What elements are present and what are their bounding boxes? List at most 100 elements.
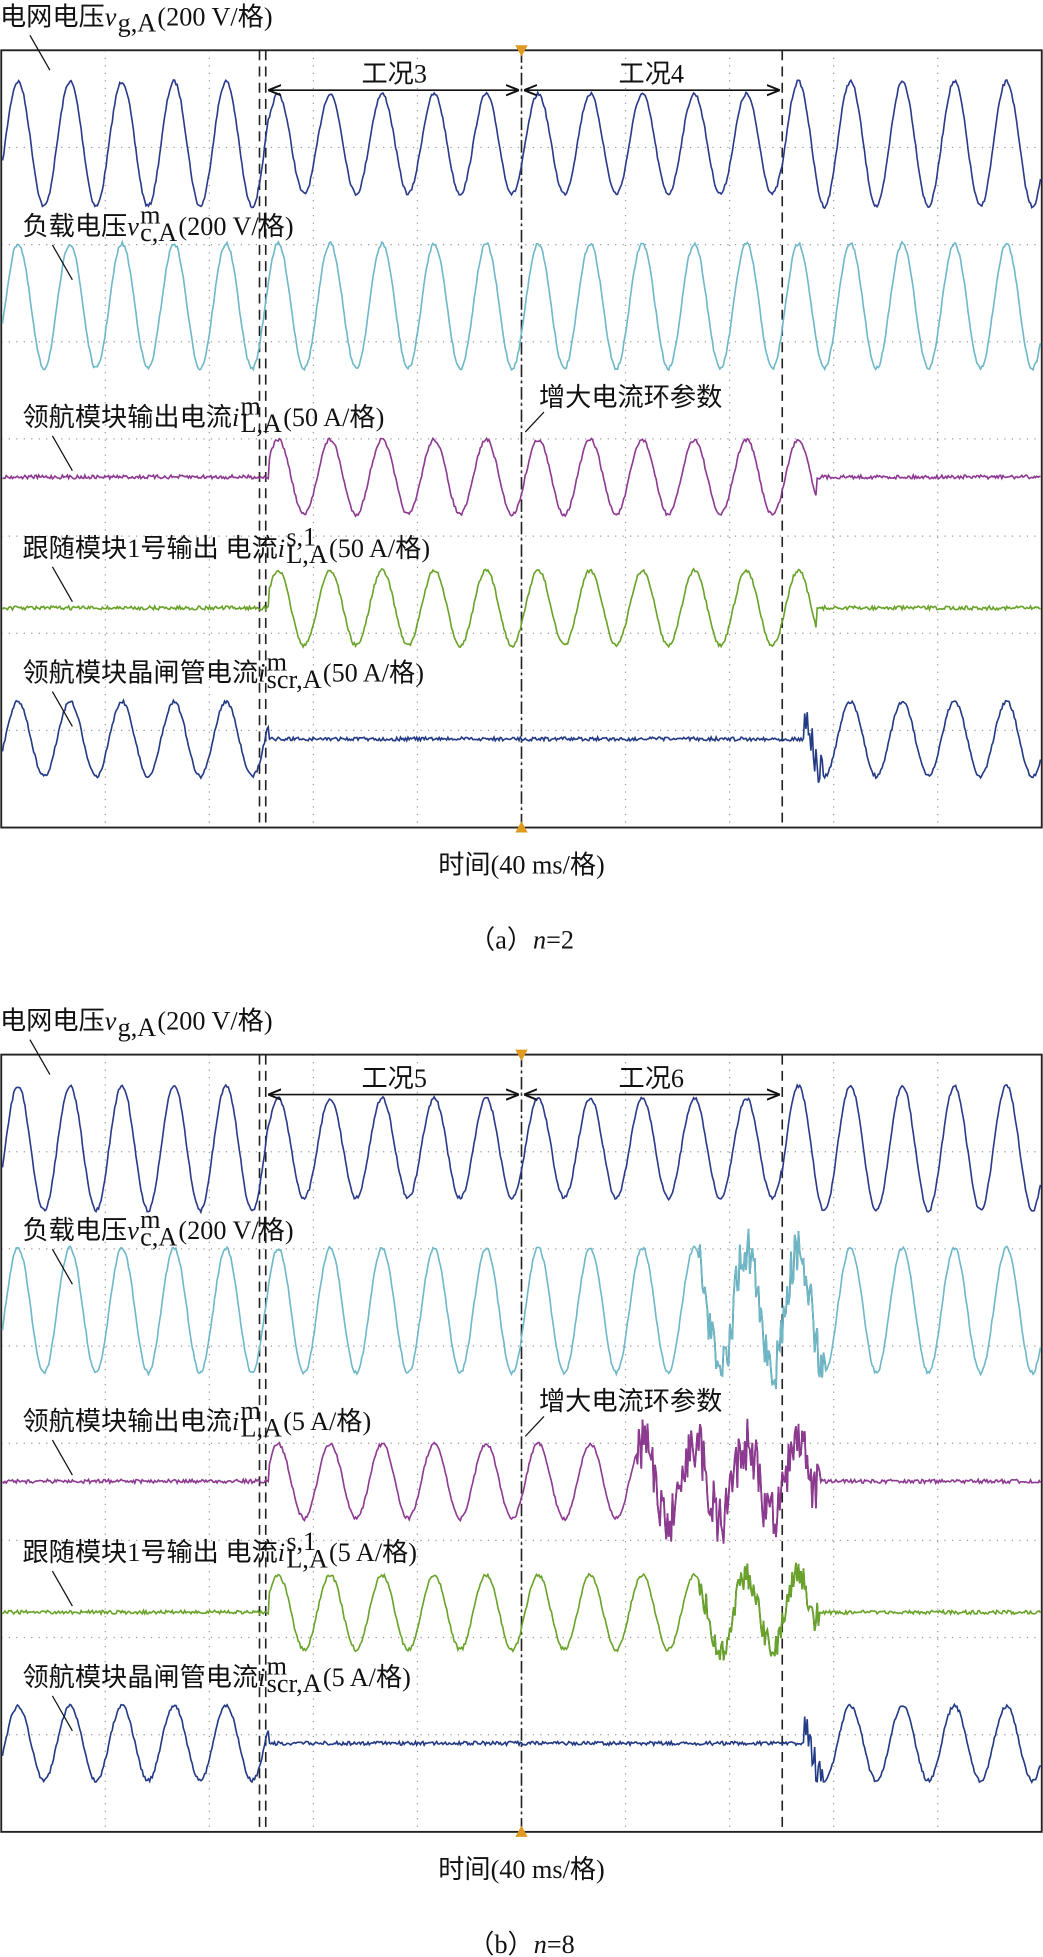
trace-scale: (5 A/格) xyxy=(323,1663,411,1692)
trace-name: 电网电压 xyxy=(0,2,105,31)
trace-sub: scr,A xyxy=(267,665,322,694)
caption-var: n xyxy=(533,926,546,955)
waveform-noisy xyxy=(635,1418,822,1544)
waveform xyxy=(1,78,1042,210)
trace-scale: (200 V/格) xyxy=(178,1216,293,1245)
trace-scale: (200 V/格) xyxy=(178,212,293,241)
leader-line xyxy=(51,435,73,472)
waveform xyxy=(1,567,1041,649)
trace-sub: L,A xyxy=(286,1544,328,1573)
trace-sup: m xyxy=(267,1652,287,1681)
trace-label: 领航模块晶闸管电流i xyxy=(22,659,265,688)
trace-sup: m xyxy=(240,392,260,421)
trigger-marker xyxy=(515,45,528,57)
leader-line xyxy=(51,691,73,727)
condition-label: 工况6 xyxy=(619,1064,684,1093)
annotation: 增大电流环参数 xyxy=(539,383,722,412)
trace-label: 领航模块输出电流i xyxy=(22,403,239,432)
leader-line xyxy=(51,1439,73,1476)
caption-var: n xyxy=(534,1930,547,1957)
trace-label: 跟随模块1号输出 电流i xyxy=(22,1538,285,1567)
trace-name: 领航模块晶闸管电流 xyxy=(22,1663,258,1692)
trigger-marker xyxy=(515,1825,528,1837)
trigger-marker xyxy=(515,1049,528,1061)
trace-scale: (50 A/格) xyxy=(323,659,424,688)
trace-sub: c,A xyxy=(140,1222,177,1251)
leader-line xyxy=(29,1039,51,1075)
trace-sup: m xyxy=(140,1205,160,1234)
waveform xyxy=(1,1418,1042,1544)
trace-name: 领航模块输出电流 xyxy=(22,1407,231,1436)
trace-sup: m xyxy=(140,201,160,230)
trace-name: 领航模块晶闸管电流 xyxy=(22,659,258,688)
trace-sup: s,1 xyxy=(286,1527,316,1556)
caption: （b）n=8 xyxy=(468,1930,574,1957)
trace-label: 负载电压v xyxy=(22,212,139,241)
x-axis-label: 时间(40 ms/格) xyxy=(438,1855,605,1884)
trace-name: 跟随模块1号输出 电流 xyxy=(22,534,277,563)
trace-scale: (5 A/格) xyxy=(329,1538,417,1567)
trace-var: v xyxy=(105,2,117,31)
waveform xyxy=(1,1228,1042,1389)
trace-name: 负载电压 xyxy=(22,212,127,241)
trace-var: v xyxy=(105,1007,117,1036)
trace-label: 负载电压v xyxy=(22,1216,139,1245)
trace-scale: (200 V/格) xyxy=(157,1007,272,1036)
trace-sub: L,A xyxy=(286,540,328,569)
waveform xyxy=(1,1702,1042,1784)
trace-var: v xyxy=(127,1216,139,1245)
condition-label: 工况3 xyxy=(362,60,427,89)
trace-label: 领航模块晶闸管电流i xyxy=(22,1663,265,1692)
trace-label: 电网电压v xyxy=(0,2,117,31)
waveform xyxy=(1,239,1042,372)
leader-line xyxy=(51,1695,73,1732)
waveform xyxy=(2,436,1041,518)
leader-line xyxy=(51,566,73,603)
leader-line xyxy=(524,411,545,433)
waveform xyxy=(1,1562,1042,1661)
trace-sub: c,A xyxy=(140,218,177,247)
trace-var: i xyxy=(258,1663,265,1692)
trace-scale: (50 A/格) xyxy=(283,403,384,432)
trace-var: i xyxy=(258,659,265,688)
trace-sub: g,A xyxy=(118,1013,157,1042)
condition-label: 工况4 xyxy=(619,60,684,89)
trace-scale: (5 A/格) xyxy=(283,1407,371,1436)
trace-name: 负载电压 xyxy=(22,1216,127,1245)
trace-var: i xyxy=(232,403,239,432)
trace-sub: g,A xyxy=(118,9,157,38)
trace-scale: (50 A/格) xyxy=(329,534,430,563)
trace-var: v xyxy=(127,212,139,241)
trace-label: 电网电压v xyxy=(0,1007,117,1036)
trace-label: 领航模块输出电流i xyxy=(22,1407,239,1436)
trigger-marker xyxy=(515,821,528,833)
trace-sup: s,1 xyxy=(286,523,316,552)
annotation: 增大电流环参数 xyxy=(539,1387,722,1416)
x-axis-label: 时间(40 ms/格) xyxy=(438,851,605,880)
trace-sub: L,A xyxy=(240,1413,282,1442)
trace-label: 跟随模块1号输出 电流i xyxy=(22,534,285,563)
leader-line xyxy=(51,244,73,281)
trace-name: 电网电压 xyxy=(0,1007,105,1036)
caption: （a）n=2 xyxy=(469,926,574,955)
trace-sub: scr,A xyxy=(267,1669,322,1698)
leader-line xyxy=(51,1570,73,1607)
trace-sup: m xyxy=(240,1396,260,1425)
trace-scale: (200 V/格) xyxy=(157,2,272,31)
condition-label: 工况5 xyxy=(362,1064,427,1093)
caption-value: =8 xyxy=(547,1930,575,1957)
caption-value: =2 xyxy=(546,926,574,955)
leader-line xyxy=(51,1248,73,1285)
waveform xyxy=(1,1083,1042,1215)
trace-var: i xyxy=(278,534,285,563)
waveform xyxy=(1,698,1042,783)
trace-sub: L,A xyxy=(240,409,282,438)
trace-name: 跟随模块1号输出 电流 xyxy=(22,1538,277,1567)
trace-var: i xyxy=(232,1407,239,1436)
leader-line xyxy=(524,1415,545,1437)
leader-line xyxy=(29,34,51,71)
trace-var: i xyxy=(278,1538,285,1567)
caption-label: （a） xyxy=(469,926,533,955)
caption-label: （b） xyxy=(468,1930,533,1957)
